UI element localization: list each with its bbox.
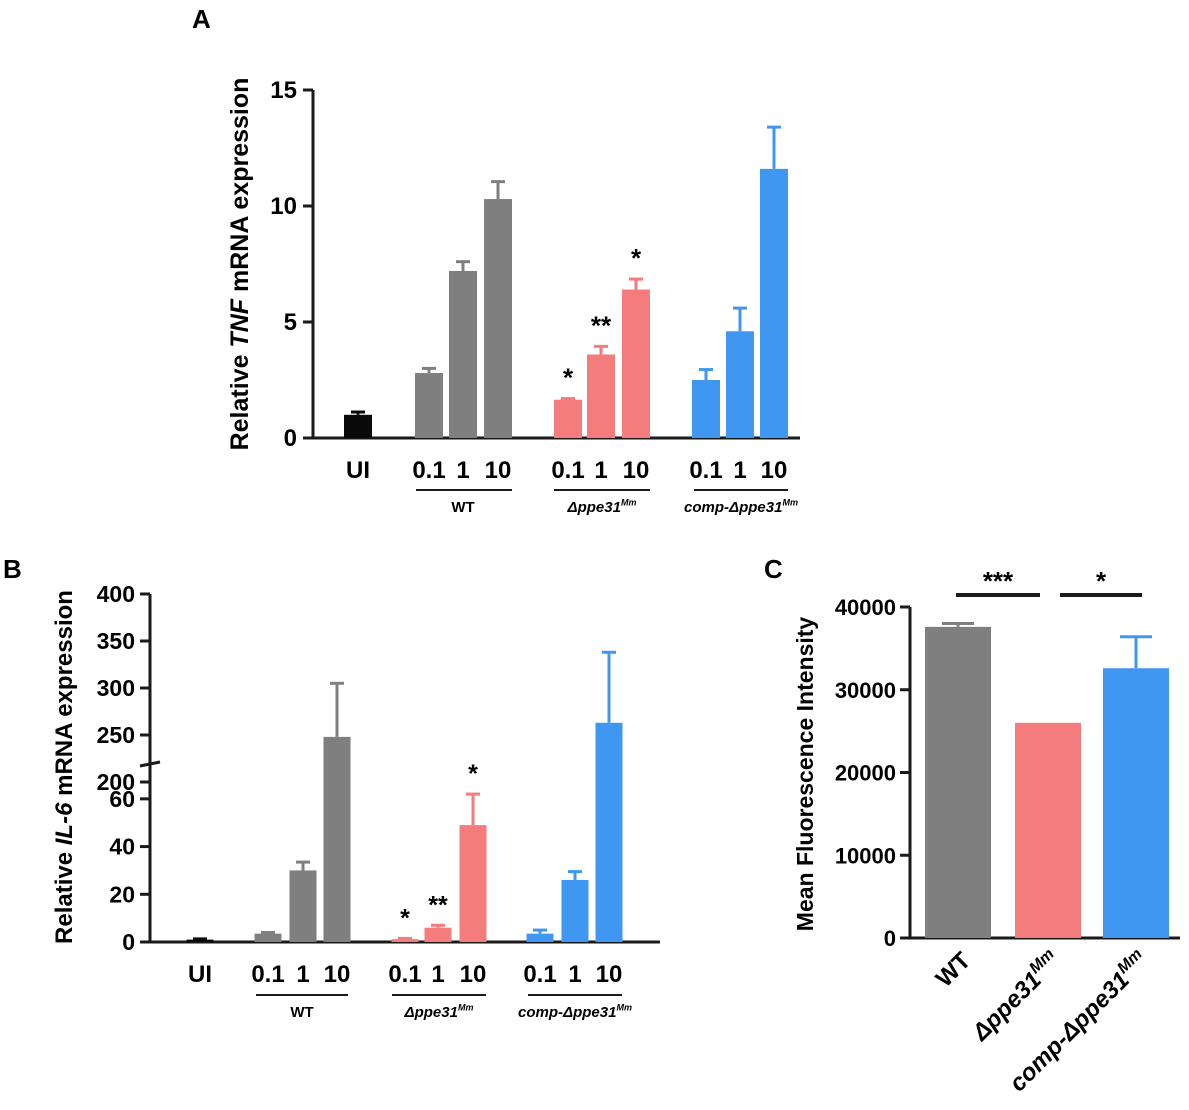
y-tick-label-a: 15 xyxy=(270,77,297,104)
x-tick-label-b: 1 xyxy=(431,961,444,988)
bar-upper-b xyxy=(323,736,351,782)
y-tick-label-c: 30000 xyxy=(835,678,896,703)
x-tick-label-a: 10 xyxy=(623,457,650,484)
x-tick-label-a: 10 xyxy=(485,457,512,484)
bar-c xyxy=(925,626,991,938)
bar-lower-b xyxy=(323,775,351,942)
y-tick-label-b: 40 xyxy=(109,834,135,860)
x-tick-label-b: 0.1 xyxy=(251,961,284,988)
y-axis-label-c: Mean Fluorescence Intensity xyxy=(792,617,818,932)
y-tick-label-b: 400 xyxy=(97,581,135,607)
x-tick-label-a: 0.1 xyxy=(551,457,584,484)
bar-a xyxy=(726,331,754,438)
panel-label-b: B xyxy=(3,554,22,584)
chart-panel-a: Relative TNF mRNA expression 0 5 10 15 UI 0.1… xyxy=(226,77,800,516)
significance-b: * xyxy=(468,760,478,788)
x-tick-label-b: 10 xyxy=(460,961,487,988)
y-tick-label-a: 5 xyxy=(284,309,297,336)
chart-panel-b: Relative IL-6 mRNA expression 0 20 40 60200… xyxy=(51,581,660,1021)
y-tick-label-c: 10000 xyxy=(835,843,896,868)
bar-b xyxy=(459,825,487,942)
y-axis-label-b: Relative IL-6 mRNA expression xyxy=(51,590,78,944)
bar-b xyxy=(391,939,419,942)
y-axis-label-a: Relative TNF mRNA expression xyxy=(226,78,254,451)
significance-b: ** xyxy=(428,891,448,919)
significance-b: * xyxy=(400,904,410,932)
bar-lower-b xyxy=(595,775,623,942)
bar-c xyxy=(1015,722,1081,938)
y-tick-label-b: 250 xyxy=(97,722,135,748)
y-tick-label-b: 60 xyxy=(109,786,135,812)
bar-upper-b xyxy=(595,722,623,782)
bar-b xyxy=(254,933,282,942)
axis-break-mark-b xyxy=(139,760,161,768)
x-tick-label-b: 0.1 xyxy=(523,961,556,988)
y-tick-label-c: 0 xyxy=(884,926,896,951)
bar-a xyxy=(587,354,615,438)
group-label-a: comp-Δppe31Mm xyxy=(684,497,798,516)
bar-b xyxy=(526,933,554,942)
y-tick-label-b: 0 xyxy=(122,929,135,955)
x-tick-label-b: 1 xyxy=(568,961,581,988)
bar-b xyxy=(289,870,317,942)
group-label-b: WT xyxy=(290,1004,313,1021)
bar-c xyxy=(1103,668,1169,938)
bar-b xyxy=(424,927,452,942)
bar-a xyxy=(622,289,650,438)
x-tick-label-c: WT xyxy=(931,947,977,993)
panel-label-a: A xyxy=(192,4,211,34)
panel-label-c: C xyxy=(764,554,783,584)
y-tick-label-c: 20000 xyxy=(835,761,896,786)
group-label-b: comp-Δppe31Mm xyxy=(518,1002,632,1021)
significance-a: ** xyxy=(591,310,612,340)
bar-a xyxy=(344,414,372,438)
x-tick-label-a: UI xyxy=(346,457,370,484)
bar-a xyxy=(415,373,443,438)
bar-a xyxy=(692,380,720,438)
significance-c: * xyxy=(1096,566,1107,596)
x-tick-label-b: 10 xyxy=(596,961,623,988)
y-tick-label-a: 10 xyxy=(270,193,297,220)
group-label-b: Δppe31Mm xyxy=(404,1002,474,1021)
x-tick-label-b: 0.1 xyxy=(388,961,421,988)
x-tick-label-a: 0.1 xyxy=(689,457,722,484)
y-tick-label-c: 40000 xyxy=(835,595,896,620)
x-tick-label-a: 1 xyxy=(733,457,746,484)
bar-b xyxy=(561,879,589,942)
y-tick-label-a: 0 xyxy=(284,425,297,452)
x-tick-label-b: 10 xyxy=(324,961,351,988)
significance-a: * xyxy=(631,243,642,273)
x-tick-label-a: 1 xyxy=(456,457,469,484)
bar-a xyxy=(449,270,477,438)
x-tick-label-a: 0.1 xyxy=(412,457,445,484)
significance-a: * xyxy=(563,363,574,393)
group-label-a: WT xyxy=(451,499,474,516)
x-tick-label-a: 1 xyxy=(594,457,607,484)
chart-panel-c: Mean Fluorescence Intensity 0 10000 20000 3… xyxy=(792,566,1180,1097)
y-tick-label-b: 350 xyxy=(97,628,135,654)
group-label-a: Δppe31Mm xyxy=(567,497,637,516)
bar-a xyxy=(554,399,582,438)
y-tick-label-b: 300 xyxy=(97,675,135,701)
x-tick-label-b: 1 xyxy=(296,961,309,988)
x-tick-label-b: UI xyxy=(188,961,212,988)
y-tick-label-b: 200 xyxy=(97,769,135,795)
x-tick-label-a: 10 xyxy=(761,457,788,484)
significance-c: *** xyxy=(983,566,1014,596)
y-tick-label-b: 20 xyxy=(109,881,135,907)
bar-a xyxy=(760,168,788,438)
bar-a xyxy=(484,199,512,438)
bar-b xyxy=(186,939,214,942)
